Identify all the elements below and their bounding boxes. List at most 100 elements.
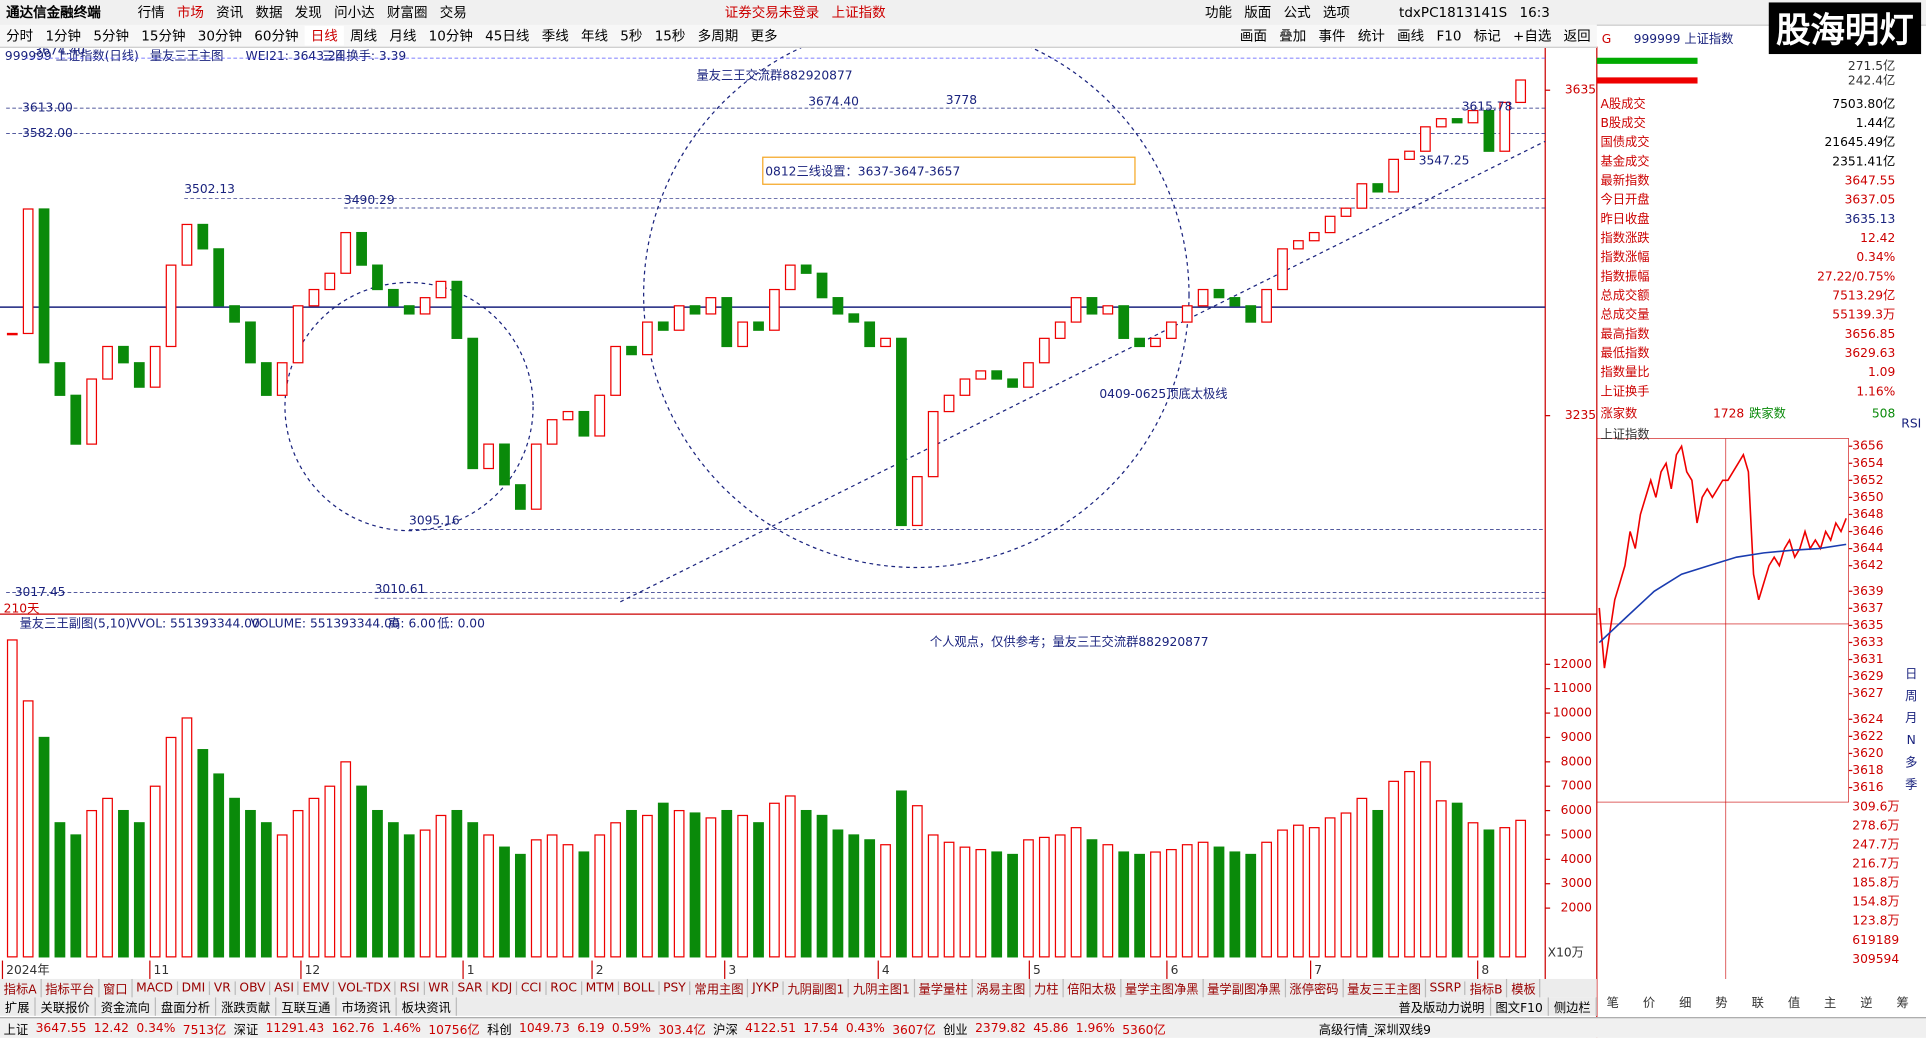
candle <box>133 362 145 388</box>
quote-small: 242.4亿 <box>1848 73 1895 88</box>
menu-item[interactable]: 数据 <box>255 4 283 21</box>
indicator-tab[interactable]: 常用主图 <box>691 978 749 998</box>
tool-button[interactable]: 标记 <box>1473 28 1501 45</box>
quote-label: 上证换手 <box>1601 384 1650 398</box>
indicator-tab[interactable]: MACD <box>132 981 178 995</box>
info-tab[interactable]: 侧边栏 <box>1549 997 1597 1016</box>
right-menu[interactable]: 功能 <box>1204 4 1233 21</box>
candle <box>832 297 844 315</box>
period-button[interactable]: 30分钟 <box>197 28 242 45</box>
period-button[interactable]: 分时 <box>6 28 34 45</box>
tool-button[interactable]: 叠加 <box>1279 28 1307 45</box>
period-button[interactable]: 年线 <box>580 28 609 45</box>
info-tab[interactable]: 互联互通 <box>276 997 337 1016</box>
right-menu[interactable]: 公式 <box>1283 4 1311 21</box>
indicator-tab[interactable]: 窗口 <box>99 978 133 998</box>
tool-button[interactable]: 事件 <box>1318 28 1346 45</box>
indicator-tab[interactable]: DMI <box>178 981 211 995</box>
index-value: 0.34% <box>136 1021 176 1036</box>
info-tab[interactable]: 扩展 <box>0 997 36 1016</box>
indicator-tab[interactable]: 量学主图净黑 <box>1121 978 1204 998</box>
indicator-tab[interactable]: 量学量柱 <box>915 978 973 998</box>
indicator-tab[interactable]: 量学副图净黑 <box>1203 978 1286 998</box>
tool-button[interactable]: F10 <box>1436 27 1462 44</box>
info-tab[interactable]: 涨跌贡献 <box>216 997 277 1016</box>
tool-button[interactable]: 画线 <box>1397 28 1425 45</box>
info-tab[interactable]: 普及版动力说明 <box>1394 997 1491 1016</box>
indicator-tab[interactable]: WR <box>425 981 454 995</box>
indicator-tab[interactable]: 指标B <box>1466 978 1508 998</box>
info-tab[interactable]: 资金流向 <box>96 997 156 1016</box>
period-button[interactable]: 60分钟 <box>254 28 299 45</box>
info-tab[interactable]: 板块资讯 <box>397 997 457 1016</box>
indicator-tab[interactable]: JYKP <box>748 981 784 995</box>
volume-bar <box>1165 848 1177 958</box>
index-value: 17.54 <box>803 1021 839 1036</box>
info-tab[interactable]: 市场资讯 <box>337 997 397 1016</box>
level-label: 3010.61 <box>375 582 426 596</box>
tool-button[interactable]: 画面 <box>1239 28 1267 45</box>
y-tick-label: 3639 <box>1852 584 1883 598</box>
period-button[interactable]: 1分钟 <box>45 28 82 45</box>
info-tab[interactable]: 盘面分析 <box>156 997 217 1016</box>
indicator-tab[interactable]: VR <box>210 981 236 995</box>
period-button[interactable]: 15分钟 <box>141 28 186 45</box>
menu-item[interactable]: 问小达 <box>334 4 375 21</box>
period-button[interactable]: 月线 <box>389 28 417 45</box>
menu-item[interactable]: 财富圈 <box>386 4 428 21</box>
info-tab[interactable]: 关联报价 <box>36 997 96 1016</box>
menu-item[interactable]: 市场 <box>176 4 204 21</box>
period-button[interactable]: 多周期 <box>697 28 739 45</box>
period-button[interactable]: 季线 <box>541 28 569 45</box>
indicator-tab[interactable]: KDJ <box>487 981 518 995</box>
indicator-tab[interactable]: SAR <box>454 981 488 995</box>
indicator-tab[interactable]: ROC <box>547 981 582 995</box>
indicator-tab[interactable]: 量友三王主图 <box>1343 978 1426 998</box>
indicator-tab[interactable]: CCI <box>517 981 547 995</box>
period-button[interactable]: 更多 <box>750 28 778 45</box>
period-button[interactable]: 10分钟 <box>428 28 473 45</box>
menu-item[interactable]: 发现 <box>294 4 322 21</box>
period-button[interactable]: 周线 <box>350 28 378 45</box>
y-tick-label: 3627 <box>1852 686 1883 700</box>
indicator-tab[interactable]: SSRP <box>1426 981 1466 995</box>
indicator-tab[interactable]: OBV <box>236 981 271 995</box>
indicator-tab[interactable]: 九阴主图1 <box>849 978 915 998</box>
indicator-tab[interactable]: ASI <box>270 981 299 995</box>
period-button[interactable]: 5分钟 <box>93 28 129 45</box>
indicator-tab[interactable]: 涨停密码 <box>1286 978 1344 998</box>
indicator-tab[interactable]: 力柱 <box>1030 978 1064 998</box>
info-tab[interactable]: 图文F10 <box>1491 997 1549 1016</box>
period-button[interactable]: 45日线 <box>485 28 530 45</box>
indicator-tab[interactable]: BOLL <box>619 981 660 995</box>
tool-button[interactable]: +自选 <box>1513 28 1552 45</box>
indicator-tab[interactable]: MTM <box>582 981 620 995</box>
indicator-tab[interactable]: 指标A <box>0 978 42 998</box>
indicator-tab[interactable]: PSY <box>659 981 691 995</box>
candle <box>1070 297 1082 323</box>
indicator-tab[interactable]: 指标平台 <box>42 978 100 998</box>
indicator-tab[interactable]: 倍阳太极 <box>1063 978 1122 998</box>
period-button[interactable]: 日线 <box>304 25 344 46</box>
indicator-tab[interactable]: VOL-TDX <box>334 981 396 995</box>
indicator-tab[interactable]: RSI <box>396 981 425 995</box>
volume-bar <box>1134 853 1145 958</box>
tool-button[interactable]: 返回 <box>1563 28 1591 45</box>
menu-item[interactable]: 交易 <box>439 4 467 21</box>
period-button[interactable]: 15秒 <box>654 28 686 45</box>
indicator-tab[interactable]: 九阴副图1 <box>784 978 850 998</box>
tool-button[interactable]: 统计 <box>1357 28 1385 45</box>
annotation: 210天 <box>4 602 40 616</box>
menu-item[interactable]: 行情 <box>137 4 165 21</box>
indicator-tab[interactable]: 模板 <box>1508 978 1541 998</box>
circle-annotation <box>284 281 534 532</box>
indicator-tab[interactable]: 涡易主图 <box>973 978 1031 998</box>
index-name: 深证 <box>233 1024 259 1038</box>
right-menu[interactable]: 版面 <box>1244 4 1272 21</box>
volume-bar <box>356 785 367 958</box>
period-button[interactable]: 5秒 <box>620 28 643 45</box>
right-menu[interactable]: 选项 <box>1322 4 1350 21</box>
menu-item[interactable]: 资讯 <box>216 4 244 21</box>
y-tick-label: 3635 <box>1565 83 1596 97</box>
indicator-tab[interactable]: EMV <box>299 981 335 995</box>
